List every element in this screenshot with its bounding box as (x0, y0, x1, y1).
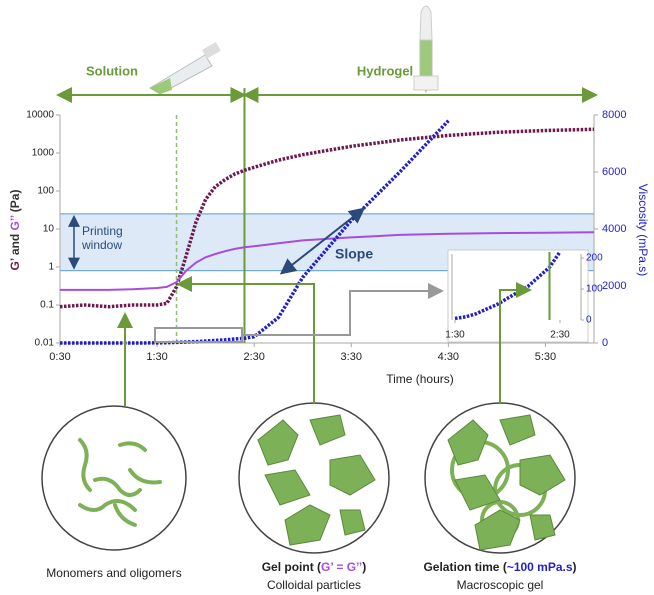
y-tick-label: 0.01 (35, 338, 55, 349)
inset-y-tick-label: 200 (586, 253, 603, 264)
y-axis-label-part: G’’ (8, 215, 22, 230)
series-line (60, 231, 595, 291)
inset-x-tick-label: 2:30 (550, 330, 570, 341)
y2-tick-label: 4000 (602, 223, 626, 235)
y2-tick-label: 8000 (602, 109, 626, 121)
inset-y-tick-label: 100 (586, 284, 603, 295)
window-label: Printing (82, 224, 123, 238)
x-tick-label: 3:30 (341, 351, 362, 363)
x-tick-label: 4:30 (438, 351, 459, 363)
y-axis-label-part: and (8, 230, 22, 258)
phase-label: Solution (86, 63, 138, 78)
inset-plot (454, 252, 562, 321)
plot: Printingwindow0.010.11101001000100000200… (8, 63, 650, 386)
panel-label-part: ) (362, 560, 366, 574)
slope-label: Slope (335, 246, 373, 262)
y-axis-label-part: G’ (8, 258, 22, 270)
window-label: window (81, 238, 122, 252)
phase-label: Hydrogel (357, 63, 413, 78)
x-tick-label: 5:30 (535, 351, 556, 363)
panel-label-part: Gel point ( (262, 560, 321, 574)
y-tick-label: 10000 (26, 110, 54, 121)
inset-x-tick-label: 1:30 (445, 330, 465, 341)
panel-caption: Macroscopic gel (457, 578, 544, 592)
panel-caption: Colloidal particles (267, 578, 361, 592)
x-axis-label: Time (hours) (386, 372, 454, 386)
tube-icon (413, 5, 439, 94)
panel-illustration (41, 405, 187, 551)
panel-label: Gelation time (~100 mPa.s) (423, 560, 576, 574)
zoom-connector (154, 283, 444, 343)
panel-label: Gel point (G’ = G’’) (262, 560, 367, 574)
y2-tick-label: 0 (602, 337, 608, 349)
y2-tick-label: 6000 (602, 166, 626, 178)
panel-label-part: ~100 mPa.s (507, 560, 573, 574)
x-tick-label: 0:30 (49, 351, 70, 363)
y-tick-label: 1 (48, 262, 54, 273)
inset-frame (447, 249, 589, 343)
y-tick-label: 1000 (32, 148, 55, 159)
tube-icon (149, 42, 221, 95)
y2-tick-label: 2000 (602, 280, 626, 292)
y-axis-label: G’ and G’’ (Pa) (8, 190, 22, 271)
y2-axis-label: Viscosity (mPa.s) (636, 184, 650, 276)
x-tick-label: 2:30 (243, 351, 264, 363)
panel-label-part: Gelation time ( (423, 560, 506, 574)
x-tick-label: 1:30 (146, 351, 167, 363)
connector (117, 276, 532, 406)
series-line (454, 252, 562, 321)
panel-label: Monomers and oligomers (46, 566, 181, 580)
y-tick-label: 100 (37, 186, 54, 197)
y-axis-label-part: (Pa) (8, 190, 22, 216)
panel-illustration (238, 402, 390, 554)
slope-arrow (279, 207, 366, 275)
series-line (59, 127, 595, 309)
y-tick-label: 0.1 (40, 300, 54, 311)
panel-label-part: G’ = G’’ (321, 560, 362, 574)
y-tick-label: 10 (43, 224, 55, 235)
inset-y-tick-label: 0 (586, 315, 592, 326)
panel-illustration (424, 402, 576, 554)
panel-label-part: ) (573, 560, 577, 574)
